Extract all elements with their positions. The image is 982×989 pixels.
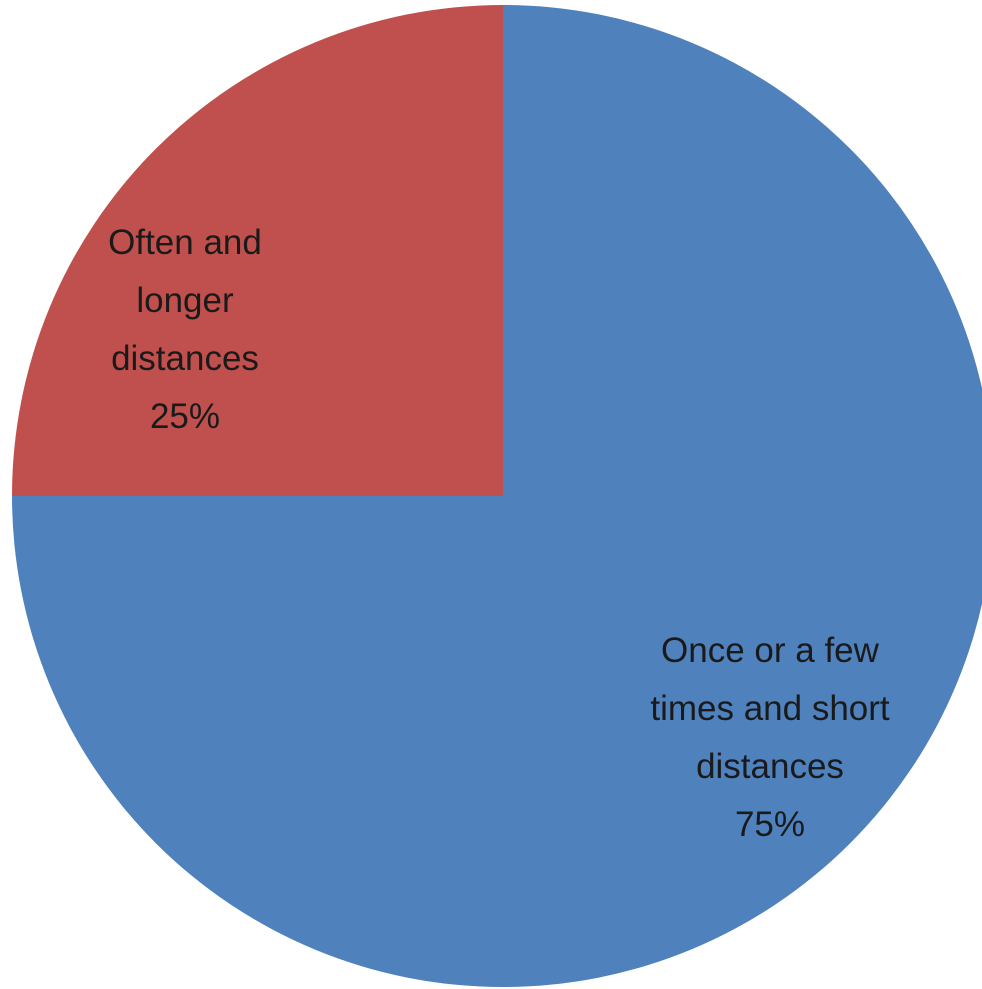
pie-slice-label-line: times and short (650, 689, 890, 728)
pie-slice-label-line: longer (136, 281, 234, 320)
pie-slice-label-line: Once or a few (661, 631, 880, 670)
pie-slice-label-0: Once or a few times and short distances 75% (650, 631, 890, 844)
pie-slice-percent: 25% (150, 397, 220, 436)
pie-slice-label-line: distances (111, 339, 259, 378)
pie-slice-label-line: Often and (108, 223, 262, 262)
pie-slice-percent: 75% (735, 805, 805, 844)
pie-labels: Once or a few times and short distances 75%… (108, 223, 890, 844)
pie-slices (12, 5, 982, 987)
pie-slice-1 (12, 5, 503, 496)
pie-slice-label-1: Often and longer distances 25% (108, 223, 262, 436)
pie-slice-label-line: distances (696, 747, 844, 786)
